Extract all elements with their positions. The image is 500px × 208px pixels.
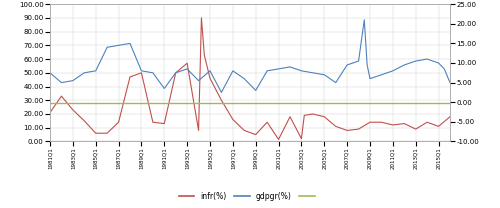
infr(%) bbox=[198, 17, 204, 19]
gdpgr(%) bbox=[50, 74, 56, 77]
infr(%) bbox=[276, 138, 281, 141]
gdpgr(%) bbox=[402, 64, 407, 66]
infr(%) bbox=[178, 67, 184, 69]
gdpgr(%) bbox=[392, 68, 398, 71]
gdpgr(%) bbox=[432, 61, 438, 63]
Legend: infr(%), gdpgr(%), : infr(%), gdpgr(%), bbox=[176, 189, 324, 204]
infr(%) bbox=[432, 124, 438, 126]
infr(%) bbox=[50, 107, 56, 110]
infr(%) bbox=[447, 115, 453, 118]
infr(%) bbox=[70, 109, 76, 111]
Line: gdpgr(%): gdpgr(%) bbox=[50, 20, 450, 92]
gdpgr(%) bbox=[70, 79, 76, 82]
gdpgr(%) bbox=[362, 19, 368, 21]
gdpgr(%) bbox=[178, 70, 184, 72]
infr(%) bbox=[402, 122, 407, 125]
gdpgr(%) bbox=[218, 91, 224, 94]
gdpgr(%) bbox=[447, 81, 453, 84]
infr(%) bbox=[392, 123, 398, 126]
infr(%) bbox=[47, 111, 53, 114]
gdpgr(%) bbox=[47, 72, 53, 74]
Line: infr(%): infr(%) bbox=[50, 18, 450, 139]
